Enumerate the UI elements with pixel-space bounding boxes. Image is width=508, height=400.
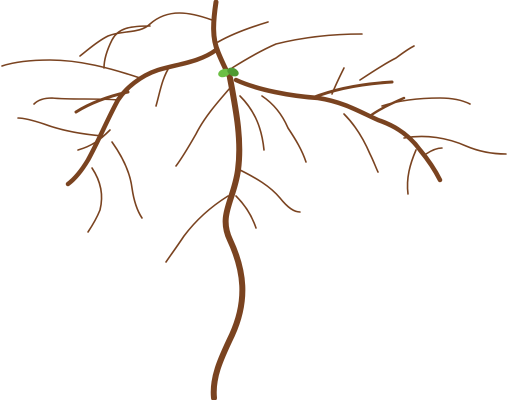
sprout-leaf-left <box>218 68 230 78</box>
thin-rootlets <box>1 12 507 263</box>
rootlet-mid-right-4 <box>235 195 257 229</box>
rootlet-mid-right-3 <box>239 169 301 213</box>
main-roots <box>65 0 443 400</box>
rootlet-right-low-3 <box>425 147 443 155</box>
rootlet-mid-left-fan <box>175 87 231 167</box>
rootlet-top-right-long <box>231 33 363 69</box>
sprout-leaf-right <box>227 67 239 77</box>
left-main-root <box>65 47 219 187</box>
rootlet-left-far <box>1 59 141 79</box>
seed-sprout <box>218 67 239 78</box>
rootlet-right-upper-2 <box>359 45 415 81</box>
rootlet-top-left-curl <box>79 12 213 57</box>
rootlet-right-low-1 <box>403 135 507 155</box>
rootlet-top-left-drop <box>103 25 151 69</box>
rootlet-mid-left-low <box>165 195 229 263</box>
rootlet-left-low <box>17 117 103 137</box>
rootlet-right-mid <box>343 113 379 173</box>
right-mid-branch <box>368 96 406 118</box>
rootlet-mid-right-2 <box>261 95 307 163</box>
rootlet-right-low-2 <box>406 149 417 195</box>
right-upper-branch <box>310 80 394 100</box>
rootlet-top-right <box>217 21 269 43</box>
taproot <box>210 75 246 400</box>
right-main-root <box>233 77 443 183</box>
rootlet-mid-right-1 <box>239 95 265 151</box>
left-upper-branch <box>74 90 130 114</box>
rootlet-left-hang-2 <box>87 167 103 233</box>
rootlet-left-hang-1 <box>111 141 143 219</box>
